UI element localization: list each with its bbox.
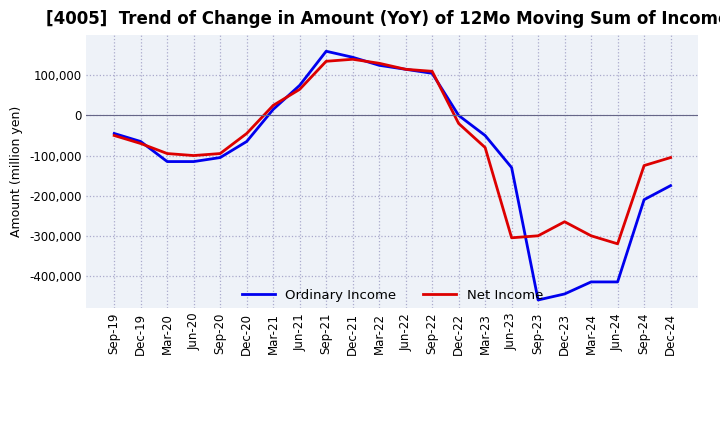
Ordinary Income — [401, 66, 410, 72]
Y-axis label: Amount (million yen): Amount (million yen) — [11, 106, 24, 237]
Net Income — [189, 153, 198, 158]
Ordinary Income — [216, 155, 225, 160]
Net Income — [348, 57, 357, 62]
Legend: Ordinary Income, Net Income: Ordinary Income, Net Income — [237, 283, 548, 307]
Net Income — [481, 145, 490, 150]
Ordinary Income — [454, 113, 463, 118]
Net Income — [666, 155, 675, 160]
Net Income — [322, 59, 330, 64]
Ordinary Income — [269, 107, 277, 112]
Ordinary Income — [613, 279, 622, 285]
Net Income — [508, 235, 516, 240]
Ordinary Income — [534, 297, 542, 303]
Ordinary Income — [640, 197, 649, 202]
Net Income — [136, 141, 145, 146]
Ordinary Income — [587, 279, 595, 285]
Line: Net Income: Net Income — [114, 59, 670, 244]
Net Income — [640, 163, 649, 168]
Ordinary Income — [163, 159, 171, 164]
Ordinary Income — [481, 133, 490, 138]
Net Income — [243, 131, 251, 136]
Net Income — [269, 103, 277, 108]
Net Income — [163, 151, 171, 156]
Ordinary Income — [295, 83, 304, 88]
Ordinary Income — [136, 139, 145, 144]
Net Income — [216, 151, 225, 156]
Ordinary Income — [322, 48, 330, 54]
Net Income — [454, 121, 463, 126]
Net Income — [428, 69, 436, 74]
Net Income — [295, 87, 304, 92]
Net Income — [375, 61, 384, 66]
Ordinary Income — [110, 131, 119, 136]
Net Income — [110, 133, 119, 138]
Ordinary Income — [348, 55, 357, 60]
Ordinary Income — [428, 71, 436, 76]
Net Income — [587, 233, 595, 238]
Ordinary Income — [189, 159, 198, 164]
Ordinary Income — [508, 165, 516, 170]
Ordinary Income — [560, 291, 569, 297]
Ordinary Income — [243, 139, 251, 144]
Line: Ordinary Income: Ordinary Income — [114, 51, 670, 300]
Ordinary Income — [375, 62, 384, 68]
Net Income — [534, 233, 542, 238]
Net Income — [560, 219, 569, 224]
Title: [4005]  Trend of Change in Amount (YoY) of 12Mo Moving Sum of Incomes: [4005] Trend of Change in Amount (YoY) o… — [46, 10, 720, 28]
Net Income — [613, 241, 622, 246]
Ordinary Income — [666, 183, 675, 188]
Net Income — [401, 66, 410, 72]
